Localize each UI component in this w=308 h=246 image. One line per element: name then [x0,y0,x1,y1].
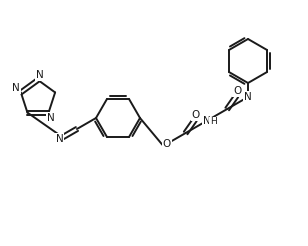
Text: N: N [36,70,44,80]
Text: O: O [162,139,171,149]
Text: N: N [47,113,55,123]
Text: N: N [244,92,252,102]
Text: N: N [203,116,210,126]
Text: N: N [56,134,63,144]
Text: H: H [210,118,217,126]
Text: N: N [12,83,20,93]
Text: O: O [192,110,200,120]
Text: O: O [233,86,241,96]
